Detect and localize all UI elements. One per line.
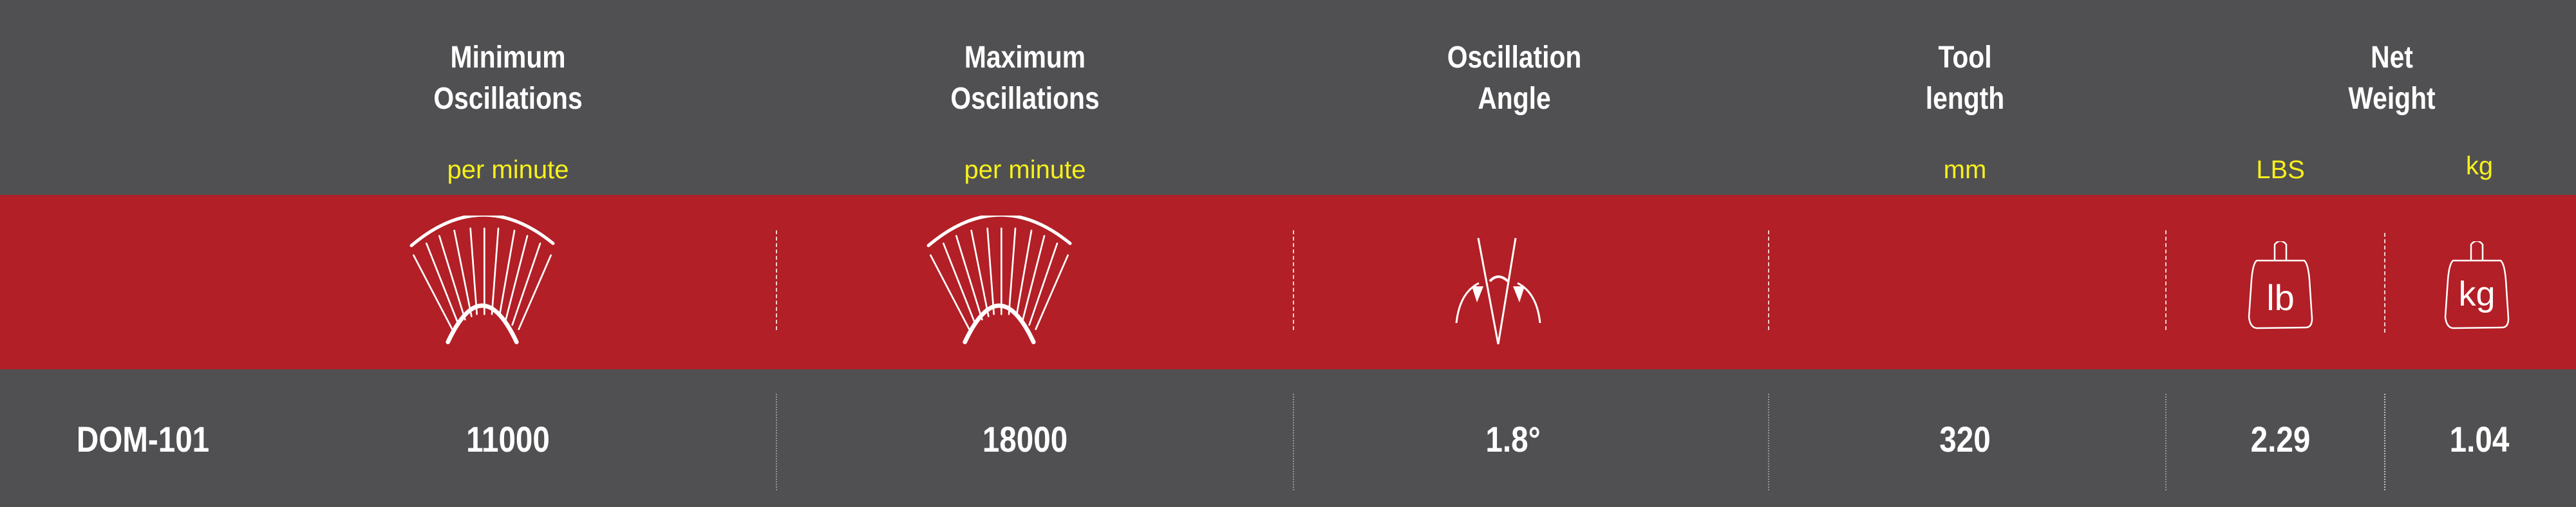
- divider: [2165, 230, 2167, 330]
- oscillation-angle-icon: [1455, 237, 1541, 345]
- divider: [2165, 394, 2167, 490]
- header-max-oscillations: Maximum Oscillations: [950, 41, 1100, 116]
- unit-lbs: LBS: [2256, 156, 2305, 184]
- divider: [776, 230, 777, 330]
- divider: [2384, 233, 2385, 333]
- oscillation-fan-icon: [926, 216, 1072, 344]
- weight-kg-icon: kg: [2444, 241, 2510, 329]
- weight-kg-value: 1.04: [2449, 419, 2510, 459]
- header-tool-length: Tool length: [1925, 41, 2005, 116]
- divider: [1293, 230, 1294, 330]
- weight-lb-label: lb: [2266, 277, 2295, 318]
- divider: [776, 394, 777, 490]
- weight-lb-icon: lb: [2248, 241, 2313, 329]
- unit-max-oscillations: per minute: [964, 156, 1086, 184]
- header-oscillation-angle: Oscillation Angle: [1447, 41, 1582, 116]
- model-name: DOM-101: [76, 419, 210, 459]
- tool-length-value: 320: [1939, 419, 1991, 459]
- weight-lbs-value: 2.29: [2250, 419, 2311, 459]
- min-oscillations-value: 11000: [466, 419, 550, 459]
- divider: [1293, 394, 1294, 490]
- header-min-oscillations: Minimum Oscillations: [433, 41, 583, 116]
- unit-min-oscillations: per minute: [447, 156, 569, 184]
- divider: [2384, 394, 2385, 490]
- header-net-weight: Net Weight: [2348, 41, 2436, 116]
- weight-kg-label: kg: [2458, 275, 2495, 313]
- unit-kg: kg: [2465, 152, 2494, 180]
- oscillation-angle-value: 1.8°: [1485, 419, 1541, 459]
- unit-tool-length: mm: [1943, 156, 1987, 184]
- oscillation-fan-icon: [409, 216, 555, 344]
- max-oscillations-value: 18000: [982, 419, 1068, 459]
- divider: [1768, 230, 1769, 330]
- icon-band: [0, 195, 2576, 369]
- divider: [1768, 394, 1769, 490]
